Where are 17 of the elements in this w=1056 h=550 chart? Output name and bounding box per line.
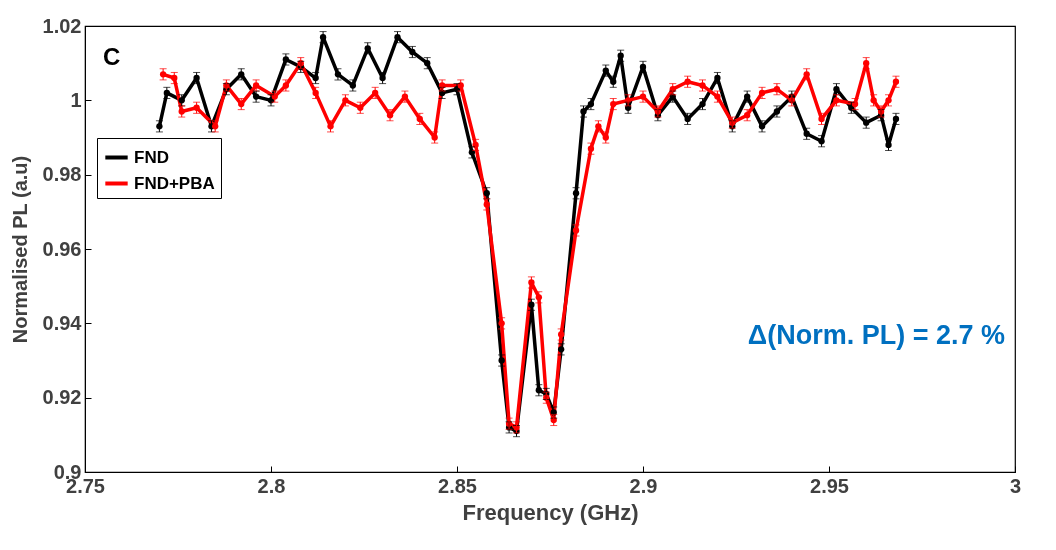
legend-label: FND xyxy=(134,147,169,167)
y-tick-label: 0.94 xyxy=(42,311,83,334)
y-tick-label: 0.98 xyxy=(42,163,82,186)
x-tick-label: 3 xyxy=(1009,474,1022,497)
x-tick-label: 2.8 xyxy=(257,474,286,497)
x-axis-title: Frequency (GHz) xyxy=(462,499,639,525)
x-tick-label: 2.95 xyxy=(810,474,849,497)
y-tick-label: 0.96 xyxy=(42,237,82,260)
x-tick-label: 2.85 xyxy=(438,474,477,497)
annotation: C xyxy=(103,43,121,70)
annotation: Δ(Norm. PL) = 2.7 % xyxy=(747,320,1005,350)
y-axis-title: Normalised PL (a.u) xyxy=(8,155,31,344)
y-tick-label: 1 xyxy=(70,88,82,111)
y-tick-label: 1.02 xyxy=(42,14,82,37)
legend-label: FND+PBA xyxy=(134,173,215,193)
y-tick-label: 0.92 xyxy=(42,386,82,409)
x-tick-label: 2.9 xyxy=(629,474,658,497)
